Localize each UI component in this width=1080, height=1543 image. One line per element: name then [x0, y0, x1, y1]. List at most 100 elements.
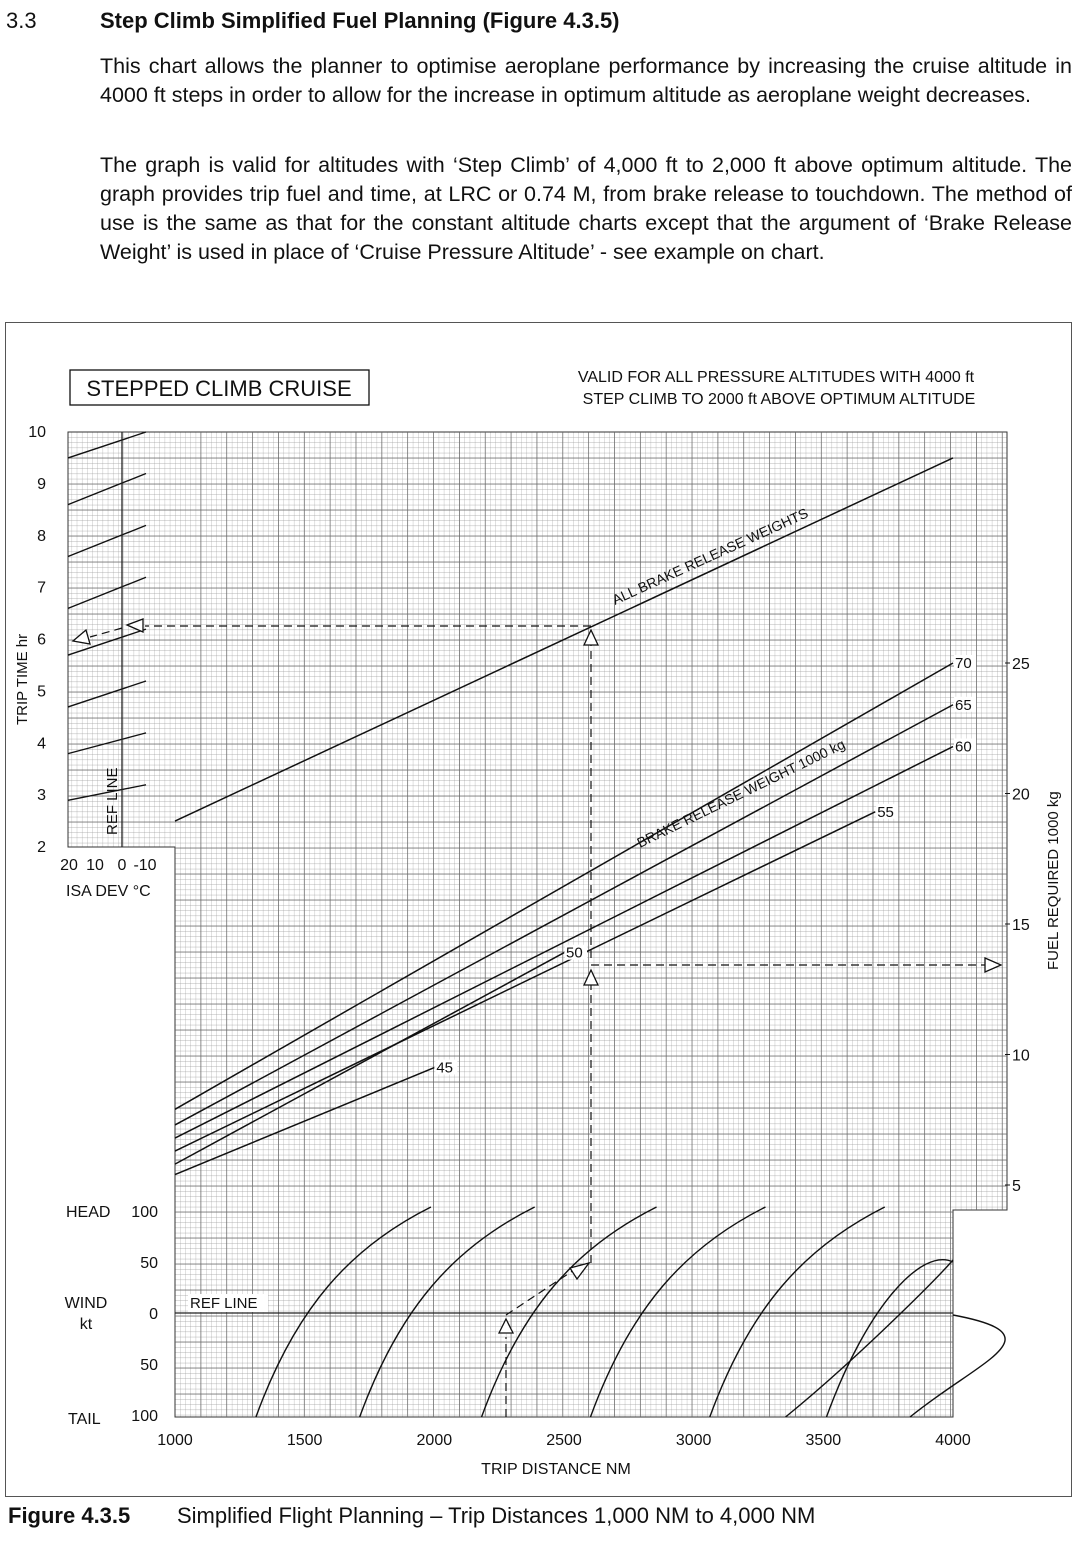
time-curve: [174, 457, 954, 822]
example-path: [71, 618, 1003, 1417]
wind-axis-label-line-1: WIND: [65, 1295, 108, 1312]
wind-tail-label: TAIL: [68, 1411, 101, 1428]
isa-guide-line-6: [67, 732, 147, 755]
distance-axis-ticks: 1000 1500 2000 2500 3000 3500 4000: [157, 1432, 971, 1449]
time-tick-5: 5: [37, 683, 46, 700]
fuel-tick-10: 10: [1012, 1048, 1030, 1065]
isa-guide-line-2: [67, 524, 147, 558]
fuel-line-60: [174, 745, 954, 1139]
wind-head-label: HEAD: [66, 1204, 110, 1221]
time-axis-ticks: 10 9 8 7 6 5 4 3 2: [28, 424, 46, 856]
chart-grid-major: [68, 432, 1007, 1417]
chart-title-box: [69, 369, 370, 406]
time-tick-10: 10: [28, 424, 46, 441]
distance-axis-label: TRIP DISTANCE NM: [481, 1461, 631, 1478]
wind-curve-3: [589, 1206, 766, 1418]
time-tick-8: 8: [37, 528, 46, 545]
chart-title: STEPPED CLIMB CRUISE: [86, 376, 351, 401]
fuel-line-50: [174, 952, 565, 1165]
fuel-tick-25: 25: [1012, 656, 1030, 673]
distance-tick-3500: 3500: [806, 1432, 842, 1449]
fuel-line-65: [174, 704, 954, 1126]
isa-tick-3: -10: [133, 857, 156, 874]
section-title: Step Climb Simplified Fuel Planning (Fig…: [100, 8, 620, 33]
wind-curve-extra-0: [785, 1259, 954, 1418]
wind-tick-0: 100: [131, 1204, 158, 1221]
isa-tick-0: 20: [60, 857, 78, 874]
distance-tick-2000: 2000: [417, 1432, 453, 1449]
fuel-label-bg-65: [954, 696, 976, 712]
fuel-label-60: 60: [955, 739, 972, 756]
fuel-axis-label: FUEL REQUIRED 1000 kg: [1045, 791, 1062, 970]
distance-tick-1000: 1000: [157, 1432, 193, 1449]
wind-tick-1: 50: [140, 1255, 158, 1272]
time-tick-2: 2: [37, 839, 46, 856]
time-tick-3: 3: [37, 787, 46, 804]
fuel-label-50: 50: [566, 945, 583, 962]
isa-correction-lines: [67, 431, 147, 801]
fuel-line-45: [174, 1066, 435, 1176]
intro-paragraph-2: The graph is valid for altitudes with ‘S…: [100, 153, 1072, 264]
isa-guide-line-1: [67, 472, 147, 506]
wind-ref-label-bg: [188, 1294, 268, 1312]
fuel-label-bg-55: [876, 803, 899, 819]
wind-axis-ticks: 100 50 0 50 100: [131, 1204, 158, 1425]
fuel-tick-15: 15: [1012, 917, 1030, 934]
figure-label: Figure 4.3.5: [8, 1503, 131, 1528]
fuel-tick-5: 5: [1012, 1178, 1021, 1195]
section-number: 3.3: [6, 8, 37, 33]
time-tick-4: 4: [37, 735, 46, 752]
isa-axis-ticks: 20 10 0 -10: [60, 857, 157, 874]
distance-tick-2500: 2500: [546, 1432, 582, 1449]
isa-ref-label: REF LINE: [104, 767, 121, 835]
isa-tick-2: 0: [118, 857, 127, 874]
wind-ref-label: REF LINE: [190, 1295, 258, 1312]
wind-curve-5: [825, 1259, 954, 1418]
distance-tick-4000: 4000: [935, 1432, 971, 1449]
time-axis-label: TRIP TIME hr: [14, 634, 31, 725]
isa-axis-label: ISA DEV °C: [66, 883, 151, 900]
wind-tick-3: 50: [140, 1357, 158, 1374]
isa-tick-1: 10: [86, 857, 104, 874]
fuel-label-bg-70: [954, 655, 976, 670]
fuel-line-70: [174, 662, 954, 1110]
distance-tick-1500: 1500: [287, 1432, 323, 1449]
chart-subtitle-line-1: VALID FOR ALL PRESSURE ALTITUDES WITH 40…: [578, 369, 975, 386]
isa-guide-line-5: [67, 680, 147, 708]
wind-tick-2: 0: [149, 1306, 158, 1323]
chart-grid: [67, 431, 1008, 1418]
isa-guide-line-4: [67, 628, 147, 656]
fuel-label-bg-50: [565, 944, 587, 960]
fuel-label-bg-60: [954, 738, 976, 754]
fuel-axis-ticks: 25 20 15 10 5: [1005, 656, 1030, 1195]
wind-axis-label-line-2: kt: [80, 1316, 93, 1333]
wind-curve-2: [480, 1206, 657, 1418]
fuel-series-lines: 70 65 60 55 50 45: [174, 655, 976, 1176]
time-curve-line: [174, 457, 954, 822]
distance-tick-3000: 3000: [676, 1432, 712, 1449]
fuel-label-70: 70: [955, 655, 972, 672]
fuel-label-65: 65: [955, 697, 972, 714]
wind-curve-extra-1: [909, 1314, 1006, 1418]
time-tick-6: 6: [37, 632, 46, 649]
wind-curve-4: [709, 1206, 886, 1418]
fuel-line-55: [174, 811, 876, 1152]
isa-guide-line-0: [67, 431, 147, 459]
chart-frame: [5, 322, 1072, 1497]
fuel-label-45: 45: [436, 1060, 453, 1077]
wind-tick-4: 100: [131, 1408, 158, 1425]
wind-curve-1: [359, 1206, 535, 1418]
time-tick-7: 7: [37, 580, 46, 597]
figure-caption: Simplified Flight Planning – Trip Distan…: [177, 1503, 816, 1528]
fuel-label-55: 55: [877, 804, 894, 821]
wind-curve-0: [255, 1206, 432, 1418]
time-tick-9: 9: [37, 476, 46, 493]
chart-subtitle-line-2: STEP CLIMB TO 2000 ft ABOVE OPTIMUM ALTI…: [583, 391, 976, 408]
intro-paragraph-1: This chart allows the planner to optimis…: [100, 54, 1072, 107]
fuel-label-bg-45: [435, 1059, 458, 1075]
wind-correction-curves: [255, 1206, 1006, 1418]
isa-guide-line-7: [67, 784, 147, 801]
isa-guide-line-3: [67, 576, 147, 610]
fuel-tick-20: 20: [1012, 787, 1030, 804]
